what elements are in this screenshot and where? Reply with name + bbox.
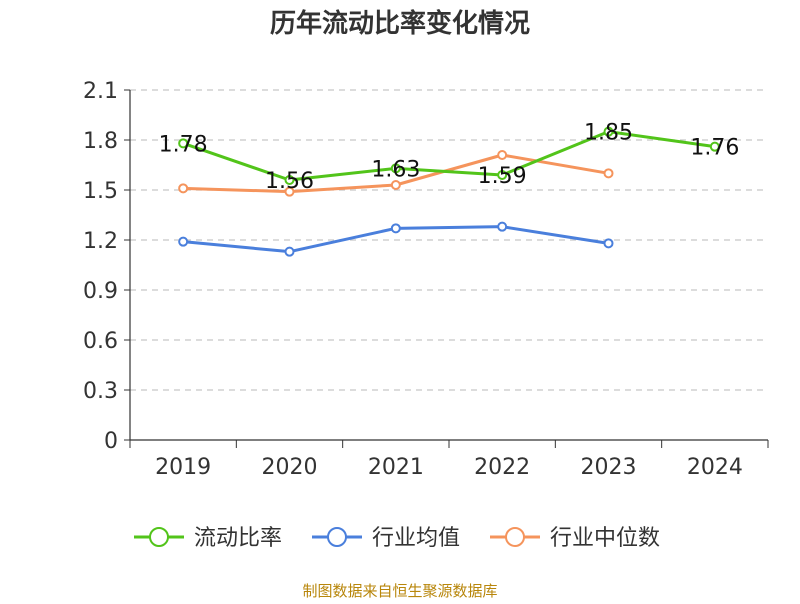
legend-label: 行业中位数 (550, 526, 660, 551)
grid (130, 89, 768, 391)
axes: 0 0.3 0.6 0.9 1.2 1.5 1.8 2.1 2019 2020 2021 2022 20… (83, 79, 769, 480)
data-point (497, 170, 508, 180)
y-tick-label: 1.8 (83, 129, 118, 154)
data-point (284, 186, 295, 197)
legend-label: 行业均值 (372, 526, 460, 551)
data-point (603, 126, 614, 137)
data-point (390, 223, 401, 234)
y-tick-label: 0.9 (83, 279, 118, 304)
x-tick-label: 2020 (262, 455, 318, 480)
x-tick-label: 2023 (581, 455, 637, 480)
y-tick-label: 0 (104, 429, 118, 454)
y-tick-label: 0.6 (83, 329, 118, 354)
x-tick-label: 2019 (155, 455, 211, 480)
legend-marker (505, 527, 525, 547)
data-point (390, 163, 401, 174)
data-point (603, 238, 614, 249)
x-tick-label: 2024 (687, 455, 743, 480)
data-point (709, 141, 720, 152)
y-tick-label: 0.3 (83, 379, 118, 404)
legend: 流动比率 行业均值 行业中位数 (134, 526, 660, 551)
data-label: 1.59 (478, 164, 527, 189)
data-point (390, 180, 401, 190)
data-label: 1.56 (265, 169, 314, 194)
data-point (178, 236, 189, 247)
y-tick-label: 1.2 (83, 229, 118, 254)
series-line (182, 130, 716, 182)
x-tick-label: 2021 (368, 455, 424, 480)
data-labels: 1.78 1.56 1.63 1.59 1.85 1.76 (159, 121, 740, 194)
data-label: 1.63 (371, 157, 420, 182)
data-point (178, 183, 189, 194)
data-label: 1.78 (159, 132, 208, 157)
legend-label: 流动比率 (194, 526, 282, 551)
y-tick-label: 1.5 (83, 179, 118, 204)
data-point (178, 138, 189, 149)
data-point (603, 168, 614, 179)
data-point (497, 150, 508, 160)
data-label: 1.85 (584, 121, 633, 146)
source-note: 制图数据来自恒生聚源数据库 (302, 582, 497, 600)
data-point (284, 175, 295, 185)
x-tick-label: 2022 (474, 455, 530, 480)
data-point (497, 221, 508, 232)
series (178, 126, 720, 257)
legend-marker (149, 527, 169, 547)
data-label: 1.76 (690, 136, 739, 161)
y-tick-label: 2.1 (83, 79, 118, 104)
chart-title: 历年流动比率变化情况 (270, 8, 530, 39)
legend-marker (327, 527, 347, 547)
data-point (284, 246, 295, 257)
